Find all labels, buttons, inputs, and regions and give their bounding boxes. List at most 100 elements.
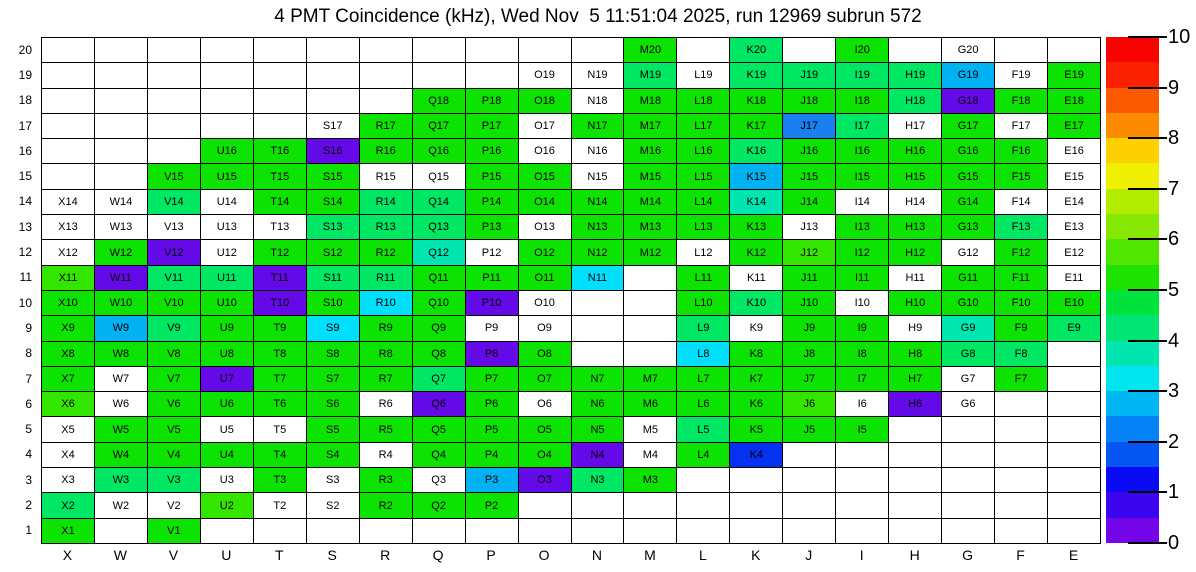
heatmap-cell: Q4 [412,442,466,469]
heatmap-cell: T9 [253,316,307,342]
heatmap-cell [942,417,996,443]
heatmap-cell: F13 [995,215,1049,241]
heatmap-cell: N4 [571,442,625,469]
colorbar-segment [1106,37,1159,63]
heatmap-cell: E10 [1048,290,1101,317]
heatmap-cell: P9 [465,316,519,342]
heatmap-cell: V2 [147,493,201,519]
heatmap-cell [359,518,413,544]
heatmap-cell: H19 [889,63,943,89]
colorbar-segment [1106,340,1159,366]
heatmap-cell [995,392,1049,418]
col-axis-label: J [805,547,813,563]
heatmap-cell: M14 [624,189,678,216]
heatmap-cell [995,518,1049,544]
colorbar-segment [1106,289,1159,316]
heatmap-cell: K16 [730,139,784,165]
heatmap-cell [942,442,996,469]
heatmap-cell: J12 [783,240,837,266]
colorbar-segment [1106,239,1159,265]
row-axis-label: 15 [18,169,32,184]
heatmap-cell: O14 [518,189,572,216]
heatmap-cell: R12 [359,240,413,266]
heatmap-cell: R2 [359,493,413,519]
col-axis-label: V [168,547,179,563]
heatmap-cell: W11 [94,265,148,291]
heatmap-cell: L8 [677,341,731,367]
heatmap-cell: S6 [306,392,360,418]
colorbar-tick-label: 6 [1168,228,1180,251]
col-axis-label: Q [432,547,444,563]
heatmap-cell: G11 [942,265,996,291]
heatmap-cell [147,88,201,114]
heatmap-cell [94,518,148,544]
heatmap-cell: F18 [995,88,1049,114]
heatmap-cell: U2 [200,493,254,519]
heatmap-cell: V15 [147,164,201,190]
heatmap-cell: R11 [359,265,413,291]
heatmap-cell: N7 [571,366,625,393]
colorbar-segment [1106,163,1159,189]
colorbar-segment [1106,138,1159,164]
heatmap-cell: L12 [677,240,731,266]
colorbar-tick-label: 2 [1168,430,1180,453]
colorbar-tick [1128,137,1167,140]
heatmap-cell: U7 [200,366,254,393]
heatmap-cell [42,88,95,114]
heatmap-cell: Q9 [412,316,466,342]
heatmap-cell [677,38,731,64]
heatmap-cell: I8 [836,341,890,367]
heatmap-cell: Q6 [412,392,466,418]
heatmap-cell: N15 [571,164,625,190]
heatmap-cell: K18 [730,88,784,114]
heatmap-cell: W3 [94,468,148,494]
heatmap-cell: I5 [836,417,890,443]
heatmap-cell: O18 [518,88,572,114]
colorbar-segment [1106,188,1159,215]
heatmap-cell: S13 [306,215,360,241]
heatmap-cell: F16 [995,139,1049,165]
heatmap-cell: W2 [94,493,148,519]
heatmap-cell: K5 [730,417,784,443]
heatmap-cell: U15 [200,164,254,190]
col-axis-label: N [591,547,603,563]
heatmap-cell: N14 [571,189,625,216]
heatmap-cell [889,493,943,519]
heatmap-cell [200,518,254,544]
heatmap-cell [571,341,625,367]
heatmap-cell: W14 [94,189,148,216]
heatmap-cell: I18 [836,88,890,114]
col-axis-label: H [909,547,920,563]
heatmap-cell: O17 [518,113,572,140]
heatmap-cell: U6 [200,392,254,418]
heatmap-cell: O13 [518,215,572,241]
colorbar-tick [1128,187,1167,190]
row-axis-label: 14 [18,194,32,209]
heatmap-cell: W8 [94,341,148,367]
heatmap-cell: Q11 [412,265,466,291]
heatmap-cell [571,38,625,64]
heatmap-cell: S5 [306,417,360,443]
heatmap-cell [624,341,678,367]
heatmap-cell: V13 [147,215,201,241]
heatmap-cell [42,38,95,64]
heatmap-cell: S7 [306,366,360,393]
heatmap-cell [836,493,890,519]
heatmap-grid: M20 K20 I20 G20 O19 N19 M19 L19 K19 J19 I19 H19 G19 F… [41,37,1101,544]
heatmap-cell [571,493,625,519]
heatmap-cell: K12 [730,240,784,266]
heatmap-cell: N13 [571,215,625,241]
heatmap-cell: L9 [677,316,731,342]
heatmap-cell: S3 [306,468,360,494]
heatmap-cell: M13 [624,215,678,241]
heatmap-cell: P16 [465,139,519,165]
heatmap-cell [1048,442,1101,469]
heatmap-cell: V14 [147,189,201,216]
heatmap-cell: O15 [518,164,572,190]
heatmap-cell: L17 [677,113,731,140]
colorbar-segment [1106,441,1159,468]
heatmap-cell [1048,38,1101,64]
heatmap-cell: F14 [995,189,1049,216]
heatmap-cell: O7 [518,366,572,393]
